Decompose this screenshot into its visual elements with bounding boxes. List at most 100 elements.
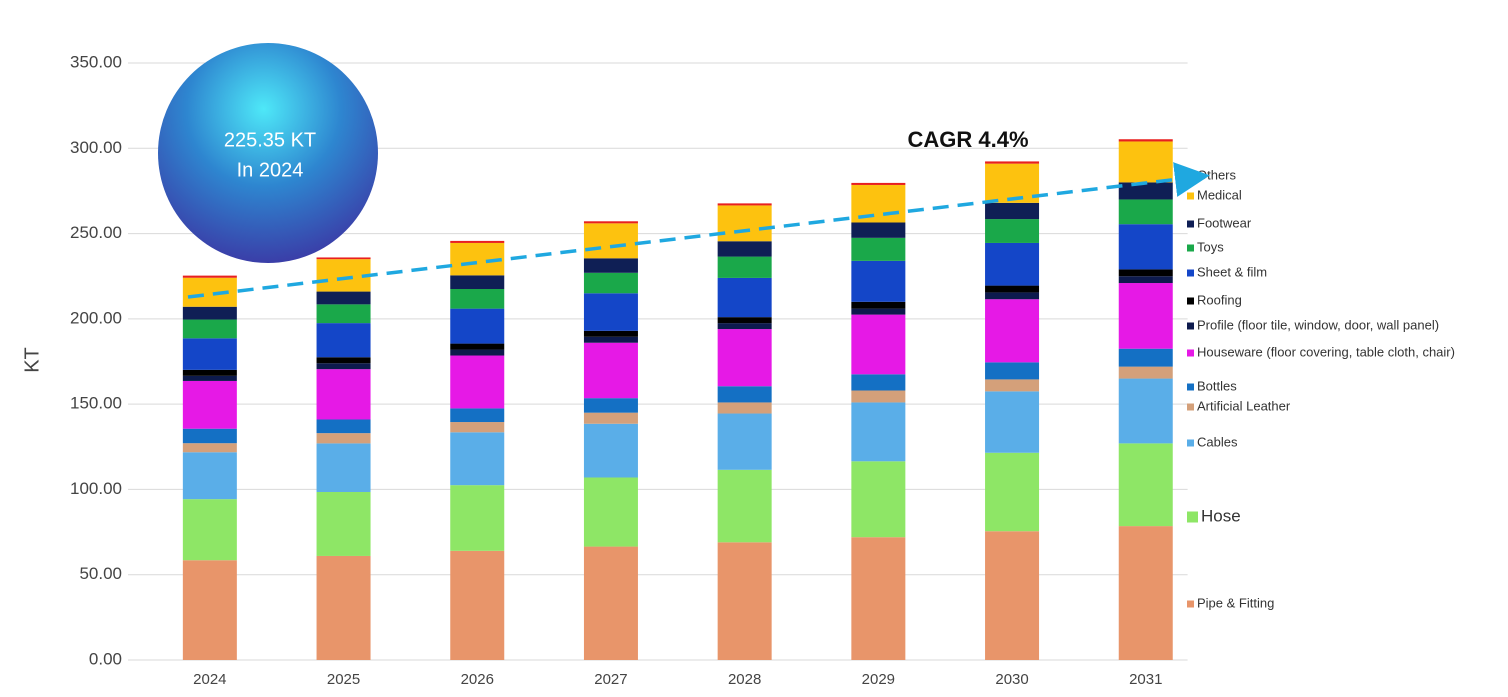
bar-segment	[450, 240, 505, 243]
legend-swatch	[1187, 297, 1194, 305]
bar-segment	[1118, 269, 1173, 277]
bar-segment	[182, 499, 237, 561]
legend-label: Sheet & film	[1197, 264, 1267, 279]
bar-segment	[450, 432, 505, 486]
legend-label: Hose	[1201, 506, 1241, 525]
y-tick-label: 100.00	[70, 479, 122, 498]
bar-segment	[1118, 283, 1173, 349]
bar-segment	[851, 402, 906, 462]
bar-segment	[985, 202, 1040, 220]
bar-segment	[717, 317, 772, 324]
bar-segment	[583, 342, 638, 399]
bar-segment	[717, 323, 772, 330]
legend-label: Toys	[1197, 239, 1224, 254]
bar-segment	[316, 357, 371, 364]
bar-segment	[1118, 224, 1173, 270]
legend-swatch	[1187, 192, 1194, 200]
x-tick-label: 2028	[728, 671, 761, 688]
bar-segment	[450, 289, 505, 309]
x-tick-label: 2030	[995, 671, 1028, 688]
bar-segment	[851, 222, 906, 238]
bar-segment	[316, 419, 371, 434]
bar-segment	[985, 219, 1040, 243]
bar-segment	[717, 542, 772, 660]
legend-label: Artificial Leather	[1197, 398, 1291, 413]
bar-segment	[717, 402, 772, 414]
bar-segment	[316, 369, 371, 420]
bubble-text: 225.35 KT	[224, 129, 316, 151]
bar-segment	[316, 363, 371, 370]
legend-label: Roofing	[1197, 292, 1242, 307]
bar-segment	[851, 461, 906, 538]
bar-segment	[182, 452, 237, 500]
bar-segment	[851, 537, 906, 660]
y-tick-label: 50.00	[79, 564, 122, 583]
bar-segment	[182, 560, 237, 660]
legend-swatch	[1187, 269, 1194, 277]
bar-segment	[450, 355, 505, 409]
x-tick-label: 2031	[1129, 671, 1162, 688]
bar-segment	[450, 408, 505, 423]
legend-label: Bottles	[1197, 378, 1237, 393]
bar-segment	[182, 277, 237, 307]
bar-segment	[450, 485, 505, 551]
bar-segment	[717, 277, 772, 318]
bar-segment	[985, 161, 1040, 164]
plot-area: 0.00 50.00 100.00 150.00 200.00 250.00 300.00 3…	[70, 52, 1455, 687]
bar-segment	[182, 275, 237, 278]
bar-segment	[316, 433, 371, 444]
highlight-bubble	[158, 43, 378, 263]
bar-segment	[182, 375, 237, 381]
legend-label: Cables	[1197, 434, 1238, 449]
bar-segment	[583, 546, 638, 660]
bar-segment	[851, 374, 906, 391]
bar-segment	[316, 257, 371, 260]
bar-segment	[182, 428, 237, 444]
bar-segment	[583, 223, 638, 259]
bar-segment	[583, 398, 638, 413]
bar-segment	[583, 423, 638, 478]
bar-segment	[450, 275, 505, 290]
y-tick-label: 150.00	[70, 394, 122, 413]
bar-segment	[182, 369, 237, 376]
bar-segment	[316, 259, 371, 292]
bar-segment	[717, 469, 772, 543]
bar-segment	[583, 221, 638, 224]
legend-label: Others	[1197, 167, 1237, 182]
bar-segment	[717, 386, 772, 403]
bar-segment	[1118, 182, 1173, 200]
bar-segment	[1118, 199, 1173, 225]
bar-segment	[583, 412, 638, 424]
legend-label: Houseware (floor covering, table cloth, …	[1197, 344, 1455, 359]
y-tick-label: 350.00	[70, 52, 122, 71]
bar-segment	[717, 329, 772, 387]
legend-swatch	[1187, 383, 1194, 391]
bar-segment	[851, 237, 906, 261]
y-tick-label: 0.00	[89, 649, 122, 668]
bar-segment	[851, 308, 906, 315]
bar-segment	[717, 241, 772, 257]
bar-segment	[1118, 443, 1173, 527]
bar-segment	[717, 413, 772, 470]
legend-label: Footwear	[1197, 215, 1252, 230]
bar-segment	[851, 301, 906, 309]
bubble-text: In 2024	[237, 159, 304, 181]
bar-segment	[583, 293, 638, 331]
bar-segment	[985, 379, 1040, 392]
bar-segment	[182, 319, 237, 339]
bar-segment	[985, 163, 1040, 203]
bar-segment	[985, 452, 1040, 532]
bar-segment	[583, 330, 638, 337]
bar-segment	[985, 531, 1040, 660]
x-tick-label: 2026	[461, 671, 494, 688]
legend-swatch	[1187, 439, 1194, 447]
bar-segment	[717, 256, 772, 278]
bar-segment	[851, 314, 906, 375]
legend-label: Profile (floor tile, window, door, wall …	[1197, 317, 1439, 332]
bar-segment	[717, 205, 772, 242]
x-tick-label: 2029	[862, 671, 895, 688]
bar-segment	[583, 477, 638, 547]
x-tick-label: 2025	[327, 671, 360, 688]
bar-segment	[851, 390, 906, 403]
